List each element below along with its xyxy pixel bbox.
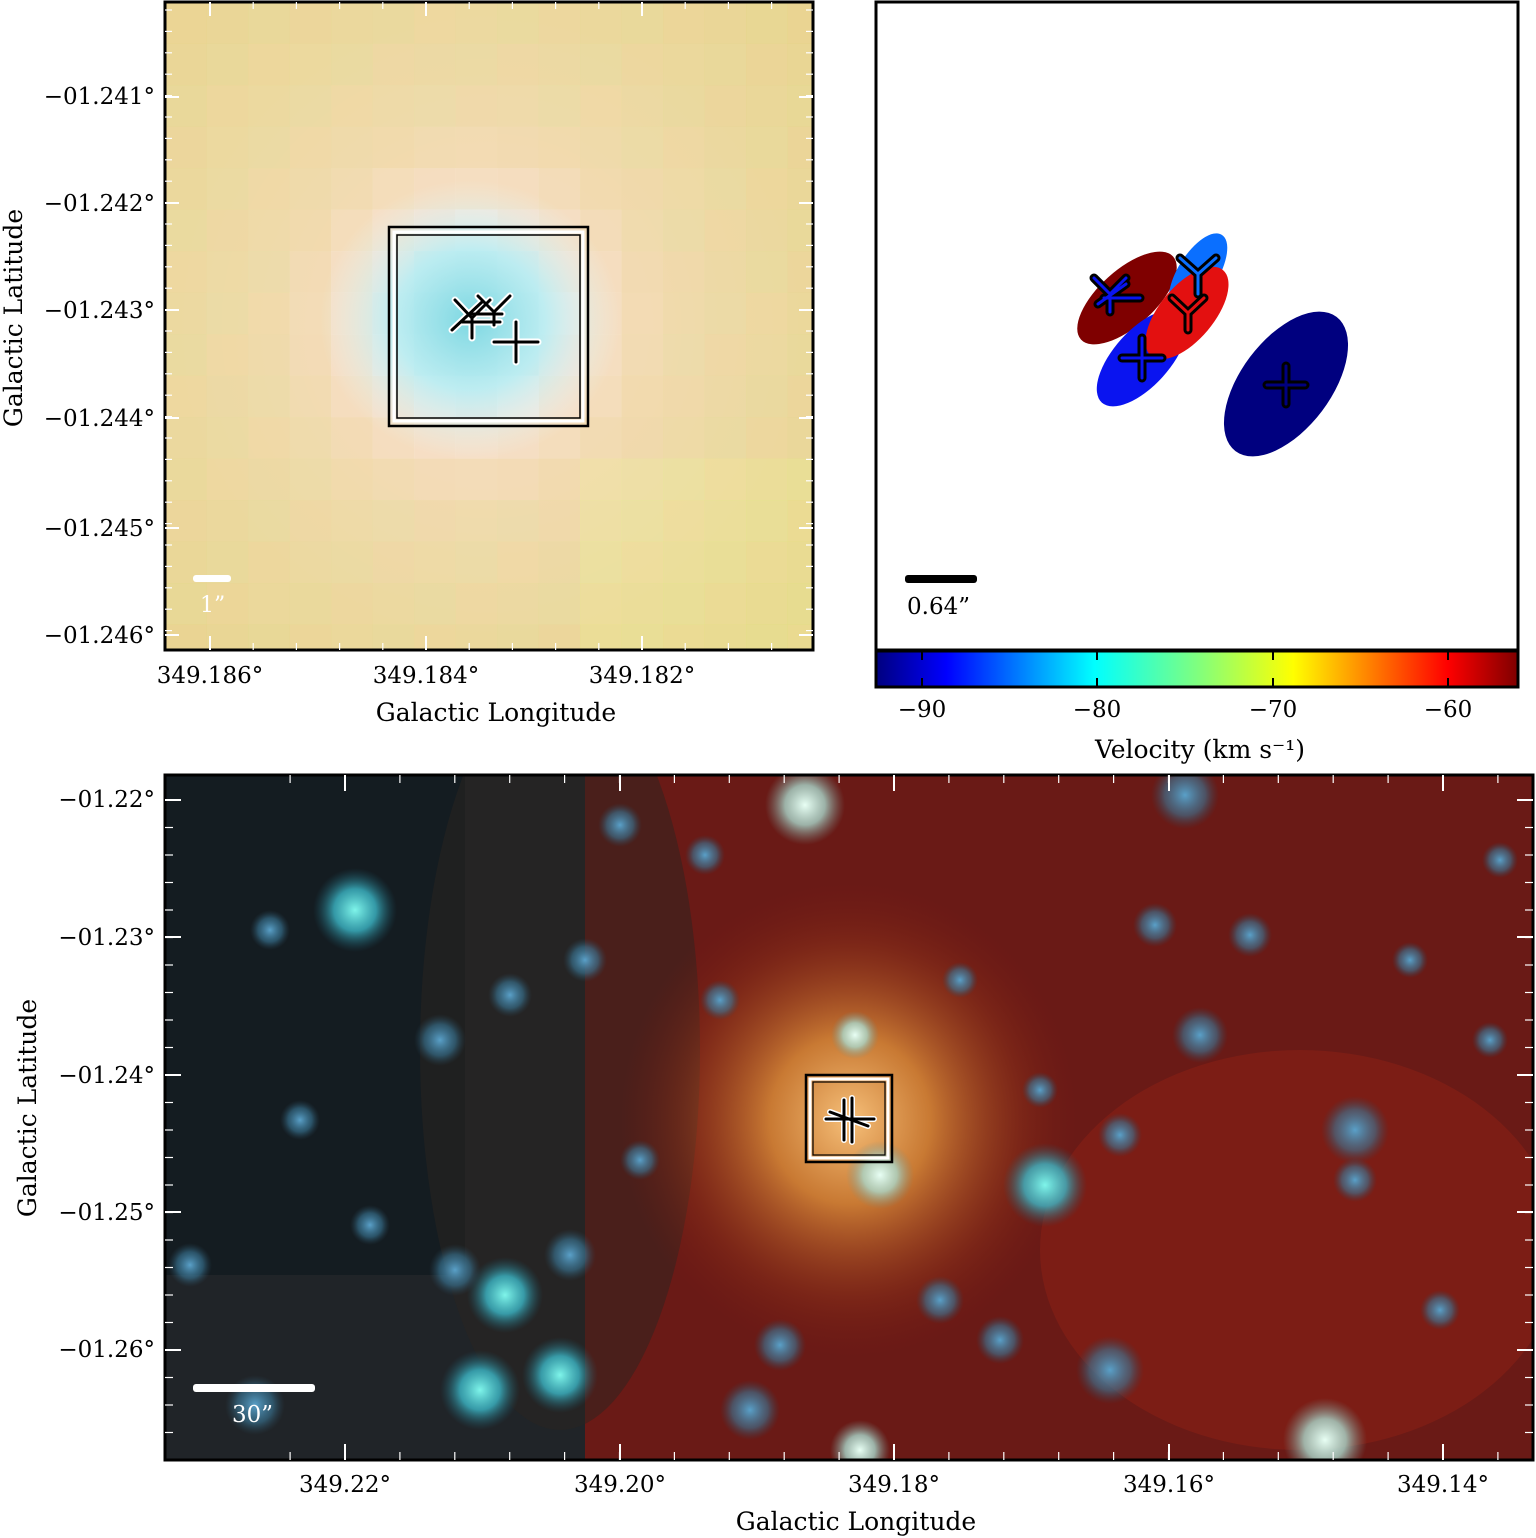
background-star: [831, 1011, 879, 1059]
background-star: [754, 1319, 806, 1371]
panel-c-image: [165, 775, 1533, 1460]
maser-symbols-panel-c: [823, 1095, 877, 1145]
scale-bar-a: [193, 575, 231, 582]
background-star: [976, 1316, 1024, 1364]
colorbar-tick-4: −60: [1424, 697, 1473, 723]
background-star: [720, 1380, 780, 1440]
panel-a-xtick-3: 349.182°: [589, 663, 696, 689]
colorbar-tick-1: −90: [898, 697, 947, 723]
panel-a-ytick-1: −01.241°: [44, 84, 155, 110]
background-star: [563, 938, 607, 982]
background-star: [765, 775, 845, 845]
background-star: [1172, 1007, 1228, 1063]
zoom-box-c-inner: [808, 1077, 890, 1160]
panel-a-ytick-5: −01.245°: [44, 516, 155, 542]
background-star: [1482, 842, 1518, 878]
background-star: [313, 868, 397, 952]
background-star: [280, 1100, 320, 1140]
zoom-box-c-outer: [804, 1073, 894, 1164]
background-star: [846, 1141, 914, 1209]
background-star: [168, 1243, 212, 1287]
colorbar-tick-3: −70: [1249, 697, 1298, 723]
panel-c-ytick-4: −01.25°: [58, 1200, 155, 1226]
background-star: [942, 962, 978, 998]
panel-c-xtick-1: 349.22°: [299, 1472, 391, 1498]
scale-bar-c: [193, 1384, 315, 1392]
panel-a-xtick-1: 349.186°: [157, 663, 264, 689]
background-star: [700, 980, 740, 1020]
panel-a-ytick-2: −01.242°: [44, 191, 155, 217]
background-star: [488, 973, 532, 1017]
panel-c-ytick-5: −01.26°: [58, 1337, 155, 1363]
colorbar-tick-2: −80: [1073, 697, 1122, 723]
background-star: [1392, 942, 1428, 978]
panel-c-frame: [163, 773, 1535, 1462]
background-star: [830, 1420, 890, 1460]
background-star: [440, 1350, 520, 1430]
background-star: [1098, 1113, 1142, 1157]
panel-a-xtick-2: 349.184°: [373, 663, 480, 689]
background-star: [429, 1244, 481, 1296]
background-star: [544, 1229, 596, 1281]
zoom-box-outer: [387, 225, 590, 428]
panel-a-ytick-3: −01.243°: [44, 298, 155, 324]
background-star: [467, 1257, 543, 1333]
background-star: [1283, 1398, 1367, 1460]
scale-bar-a-label: 1”: [200, 593, 225, 618]
scale-bar-b: [905, 575, 977, 583]
panel-b: 0.64” −90 −80 −70 −60 Velocity (km s⁻¹): [874, 0, 1520, 764]
background-star: [1022, 1072, 1058, 1108]
background-star: [1472, 1022, 1508, 1058]
background-star: [1076, 1336, 1144, 1404]
panel-c-xlabel: Galactic Longitude: [736, 1507, 976, 1536]
panel-c-xtick-3: 349.18°: [848, 1472, 940, 1498]
panel-a-ytick-6: −01.246°: [44, 623, 155, 649]
panel-c-ytick-1: −01.22°: [58, 787, 155, 813]
background-star: [1003, 1143, 1087, 1227]
panel-c-xtick-2: 349.20°: [574, 1472, 666, 1498]
scale-bar-b-label: 0.64”: [907, 594, 970, 620]
panel-a-ytick-4: −01.244°: [44, 406, 155, 432]
panel-c-xtick-5: 349.14°: [1397, 1472, 1489, 1498]
maser-symbols-panel-a: [448, 292, 542, 366]
background-star: [414, 1014, 466, 1066]
panel-a-xlabel: Galactic Longitude: [376, 698, 616, 727]
panel-c: 30” 349.22° 349.20° 349.18° 349.16° 349.…: [13, 773, 1535, 1536]
background-star: [350, 1205, 390, 1245]
panel-a-ticks: [165, 2, 813, 650]
colorbar-label: Velocity (km s⁻¹): [1094, 735, 1305, 764]
background-star: [1420, 1290, 1460, 1330]
zoom-box-inner: [392, 230, 585, 423]
background-star: [1133, 903, 1177, 947]
panel-a-ylabel: Galactic Latitude: [0, 209, 28, 427]
background-star: [1228, 913, 1272, 957]
background-star: [916, 1276, 964, 1324]
panel-c-stars: [168, 775, 1518, 1460]
panel-c-ylabel: Galactic Latitude: [13, 999, 42, 1217]
background-star: [1151, 775, 1219, 829]
panel-c-ticks: [165, 775, 1533, 1460]
scale-bar-c-label: 30”: [232, 1402, 273, 1428]
panel-c-xtick-4: 349.16°: [1123, 1472, 1215, 1498]
background-star: [1321, 1096, 1389, 1164]
panel-c-ytick-3: −01.24°: [58, 1063, 155, 1089]
background-star: [250, 910, 290, 950]
panel-a: 1” 349.186° 349.184° 349.182° −01.241° −…: [0, 0, 815, 727]
colorbar-ticks: [921, 651, 1449, 687]
panel-a-image: [165, 2, 813, 650]
panel-a-frame: [163, 0, 815, 652]
background-star: [598, 803, 642, 847]
background-star: [1333, 1158, 1377, 1202]
panel-c-ytick-2: −01.23°: [58, 925, 155, 951]
background-star: [620, 1140, 660, 1180]
maser-symbols-panel-b: [1089, 253, 1310, 409]
background-star: [685, 835, 725, 875]
velocity-colorbar: [874, 649, 1520, 689]
background-star: [522, 1337, 598, 1413]
